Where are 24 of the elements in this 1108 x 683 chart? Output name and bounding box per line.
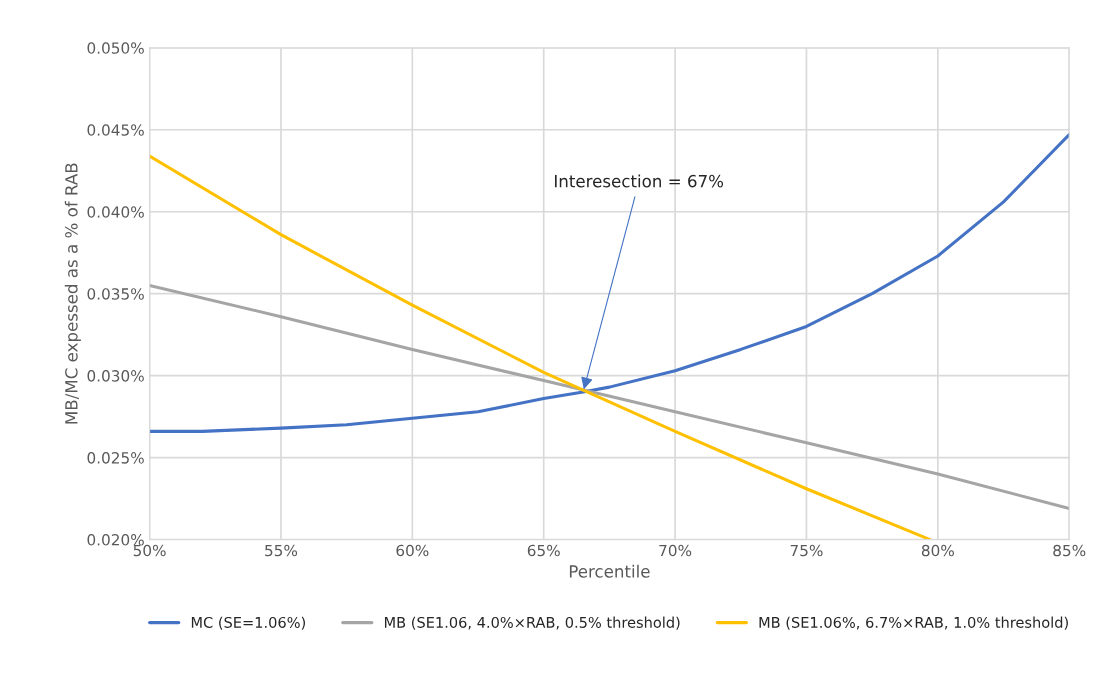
line-series	[149, 283, 1070, 510]
legend-label: MB (SE1.06%, 6.7%×RAB, 1.0% threshold)	[759, 616, 1068, 630]
y-tick-label: 0.030%	[87, 370, 144, 382]
y-axis-title: MB/MC expessed as a % of RAB	[64, 163, 81, 424]
x-tick-label: 75%	[790, 544, 823, 557]
y-tick-label: 0.050%	[87, 42, 144, 54]
annotation: Interesection = 67%	[555, 174, 724, 188]
x-tick-label: 60%	[396, 544, 429, 557]
legend-label: MC (SE=1.06%)	[191, 616, 305, 630]
y-tick-label: 0.040%	[87, 206, 144, 218]
x-tick-label: 70%	[659, 544, 692, 557]
line-series	[149, 154, 932, 540]
line-series	[149, 133, 1070, 433]
x-axis-title: Percentile	[569, 564, 650, 578]
y-tick-label: 0.045%	[87, 124, 144, 136]
y-tick-label: 0.035%	[87, 288, 144, 300]
x-tick-label: 85%	[1053, 544, 1086, 557]
x-tick-label: 65%	[527, 544, 560, 557]
x-tick-label: 80%	[921, 544, 954, 557]
y-tick-label: 0.020%	[87, 534, 144, 546]
legend-label: MB (SE1.06, 4.0%×RAB, 0.5% threshold)	[384, 616, 680, 630]
x-tick-label: 50%	[133, 544, 166, 557]
y-tick-label: 0.025%	[87, 452, 144, 464]
x-tick-label: 55%	[265, 544, 298, 557]
